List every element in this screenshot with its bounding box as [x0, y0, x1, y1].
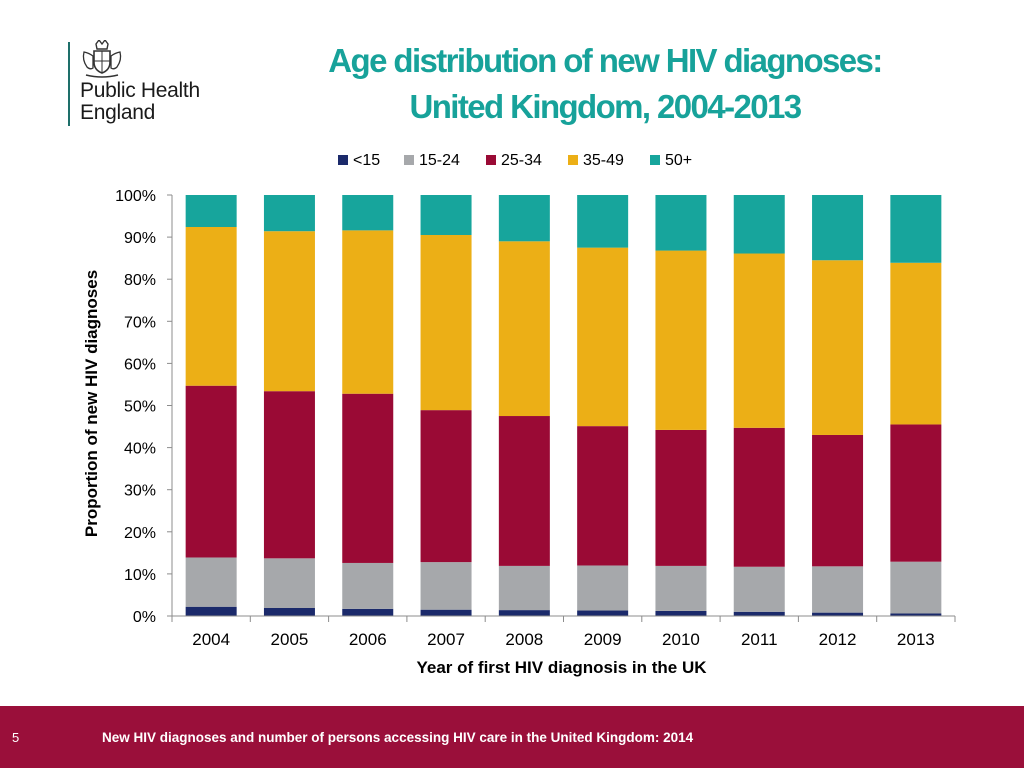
y-tick-label: 40%: [124, 441, 156, 458]
bar-segment-2006-50: [342, 195, 394, 231]
bar-segment-2010-2534: [655, 429, 707, 566]
x-tick-label: 2008: [505, 630, 543, 649]
bar-segment-2007-1524: [420, 562, 472, 610]
bar-segment-2007-2534: [420, 410, 472, 563]
y-axis-title: Proportion of new HIV diagnoses: [82, 270, 101, 537]
bar-segment-2012-15: [812, 612, 864, 616]
bar-segment-2011-50: [733, 195, 785, 254]
bar-segment-2008-15: [498, 610, 550, 616]
bar-segment-2008-1524: [498, 565, 550, 611]
bar-segment-2009-2534: [577, 426, 629, 566]
bar-segment-2012-3549: [812, 260, 864, 435]
y-tick-label: 30%: [124, 483, 156, 500]
bar-segment-2005-50: [263, 195, 315, 232]
bar-segment-2004-3549: [185, 226, 237, 386]
y-tick-label: 90%: [124, 230, 156, 247]
bar-segment-2010-50: [655, 195, 707, 251]
bar-segment-2005-15: [263, 608, 315, 616]
bar-segment-2008-2534: [498, 416, 550, 566]
bar-segment-2013-2534: [890, 424, 942, 562]
bar-segment-2011-15: [733, 611, 785, 616]
bar-segment-2011-1524: [733, 566, 785, 612]
legend-label: 15-24: [419, 152, 460, 169]
y-tick-label: 100%: [115, 188, 156, 205]
bar-segment-2009-1524: [577, 565, 629, 611]
x-tick-label: 2006: [349, 630, 387, 649]
legend-label: 50+: [665, 152, 692, 169]
bar-segment-2010-3549: [655, 250, 707, 430]
logo: Public Health England: [68, 40, 228, 130]
x-tick-label: 2005: [271, 630, 309, 649]
bar-segment-2006-1524: [342, 562, 394, 609]
logo-line-2: England: [80, 101, 155, 124]
bar-segment-2010-1524: [655, 565, 707, 611]
legend-label: 25-34: [501, 152, 542, 169]
bar-segment-2004-50: [185, 195, 237, 227]
slide-title: Age distribution of new HIV diagnoses: U…: [240, 38, 970, 130]
legend-swatch: [404, 155, 414, 165]
footer-text: New HIV diagnoses and number of persons …: [102, 730, 694, 745]
bar-segment-2006-2534: [342, 393, 394, 563]
legend-label: 35-49: [583, 152, 624, 169]
slide-title-line-1: Age distribution of new HIV diagnoses:: [328, 42, 883, 79]
x-tick-label: 2012: [819, 630, 857, 649]
bar-segment-2009-15: [577, 610, 629, 616]
bar-segment-2011-3549: [733, 253, 785, 428]
y-tick-label: 80%: [124, 272, 156, 289]
bar-segment-2013-50: [890, 195, 942, 263]
y-tick-label: 50%: [124, 399, 156, 416]
slide-title-line-2: United Kingdom, 2004-2013: [409, 88, 803, 125]
bar-segment-2008-50: [498, 195, 550, 242]
logo-divider: [68, 42, 70, 126]
x-tick-label: 2007: [427, 630, 465, 649]
bar-segment-2004-15: [185, 606, 237, 616]
bar-segment-2004-1524: [185, 557, 237, 607]
legend-swatch: [486, 155, 496, 165]
bar-segment-2013-3549: [890, 262, 942, 425]
bar-segment-2012-2534: [812, 434, 864, 567]
x-tick-label: 2009: [584, 630, 622, 649]
slide-number: 5: [12, 730, 20, 745]
legend-swatch: [568, 155, 578, 165]
logo-text: Public Health England: [80, 80, 200, 124]
bar-segment-2005-2534: [263, 391, 315, 559]
bar-segment-2007-50: [420, 195, 472, 235]
legend-swatch: [650, 155, 660, 165]
x-axis-title: Year of first HIV diagnosis in the UK: [417, 658, 708, 677]
bar-segment-2010-15: [655, 610, 707, 616]
bar-segment-2007-3549: [420, 234, 472, 411]
bar-segment-2004-2534: [185, 385, 237, 558]
x-tick-label: 2004: [192, 630, 230, 649]
bar-segment-2005-1524: [263, 558, 315, 609]
y-tick-label: 70%: [124, 314, 156, 331]
bar-segment-2009-3549: [577, 247, 629, 427]
x-tick-label: 2010: [662, 630, 700, 649]
logo-line-1: Public Health: [80, 79, 200, 102]
y-tick-label: 60%: [124, 356, 156, 373]
y-tick-label: 20%: [124, 525, 156, 542]
bar-segment-2009-50: [577, 195, 629, 248]
x-tick-label: 2011: [741, 630, 778, 649]
stacked-bar-chart: 0% 10% 20% 30% 40% 50% 60% 70% 80% 90% 100% 2004 200…: [82, 152, 956, 677]
bar-segment-2012-1524: [812, 566, 864, 613]
bar-segment-2006-3549: [342, 230, 394, 394]
x-tick-label: 2013: [897, 630, 935, 649]
bar-segment-2011-2534: [733, 427, 785, 567]
legend-label: <15: [353, 152, 380, 169]
bar-segment-2005-3549: [263, 231, 315, 392]
bar-segment-2007-15: [420, 609, 472, 616]
footer-bar: 5 New HIV diagnoses and number of person…: [0, 706, 1024, 768]
bar-segment-2012-50: [812, 195, 864, 261]
bar-segment-2008-3549: [498, 241, 550, 417]
legend-swatch: [338, 155, 348, 165]
bar-segment-2013-1524: [890, 561, 942, 614]
y-tick-label: 0%: [133, 609, 156, 626]
bar-segment-2013-15: [890, 613, 942, 616]
bar-segment-2006-15: [342, 608, 394, 616]
royal-crest-icon: [82, 40, 122, 78]
y-tick-label: 10%: [124, 567, 156, 584]
